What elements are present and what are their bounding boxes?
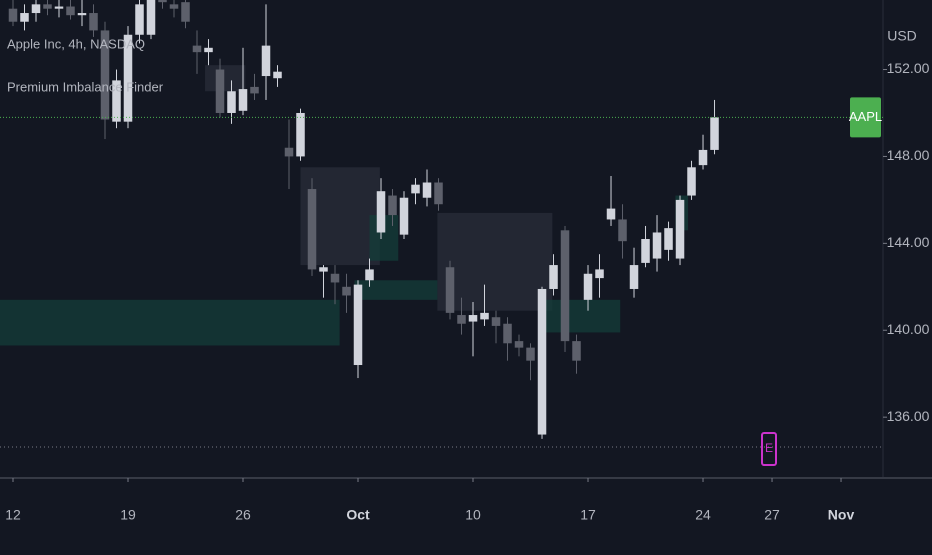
candle-body xyxy=(422,182,432,198)
candle-body xyxy=(595,269,604,279)
x-tick-label: 10 xyxy=(465,507,481,523)
candle-body xyxy=(629,265,639,289)
imbalance-zone xyxy=(205,65,246,92)
x-tick-label: Oct xyxy=(346,507,370,523)
candle-body xyxy=(8,8,18,22)
candle-body xyxy=(583,273,593,300)
symbol-tag: AAPL xyxy=(849,109,882,124)
candle-body xyxy=(319,267,328,272)
x-tick-label: 26 xyxy=(235,507,251,523)
candle-body xyxy=(146,0,156,35)
earnings-label[interactable]: E xyxy=(765,441,773,455)
candle-body xyxy=(169,4,179,9)
imbalance-zone xyxy=(437,212,553,311)
y-tick-label: 144.00 xyxy=(887,234,930,250)
candle-body xyxy=(468,315,478,322)
indicator-name: Premium Imbalance Finder xyxy=(7,79,164,94)
candle-body xyxy=(238,89,248,111)
candle-body xyxy=(503,323,512,344)
candle-body xyxy=(204,47,213,53)
imbalance-zone xyxy=(0,299,340,346)
candle-body xyxy=(66,6,75,16)
candle-body xyxy=(307,189,317,270)
candle-body xyxy=(365,269,374,281)
candle-body xyxy=(181,2,190,22)
candle-body xyxy=(330,273,340,283)
earnings-icon[interactable] xyxy=(761,432,777,466)
candle-body xyxy=(549,265,558,289)
candle-body xyxy=(698,149,708,166)
candle-body xyxy=(560,230,570,342)
candle-body xyxy=(480,312,489,320)
candle-body xyxy=(537,288,547,435)
y-tick-label: 140.00 xyxy=(887,321,930,337)
candle-body xyxy=(158,0,167,3)
candle-body xyxy=(112,80,121,122)
candle-body xyxy=(31,4,41,14)
candle-body xyxy=(411,184,420,194)
candle-body xyxy=(457,315,466,324)
candle-body xyxy=(284,147,294,157)
x-tick-label: 12 xyxy=(5,507,21,523)
candle-body xyxy=(399,197,409,235)
imbalance-zone xyxy=(354,280,438,300)
candle-body xyxy=(445,267,455,313)
y-tick-label: 152.00 xyxy=(887,60,930,76)
candle-body xyxy=(710,117,719,150)
candle-body xyxy=(606,208,616,220)
candle-body xyxy=(388,195,397,216)
candle-body xyxy=(215,69,225,113)
candle-body xyxy=(54,6,64,9)
x-tick-label: 27 xyxy=(764,507,780,523)
candle-body xyxy=(514,341,524,348)
candle-body xyxy=(192,45,202,53)
candle-body xyxy=(342,286,351,296)
symbol-tag-bg xyxy=(850,97,881,138)
imbalance-zone xyxy=(539,299,621,333)
y-axis-label: USD xyxy=(887,28,917,44)
candle-body xyxy=(89,13,98,31)
candle-body xyxy=(652,232,662,259)
x-tick-label: Nov xyxy=(828,507,855,523)
y-tick-label: 136.00 xyxy=(887,408,930,424)
candle-body xyxy=(491,317,501,326)
candle-body xyxy=(250,86,259,94)
candle-body xyxy=(135,4,144,35)
candle-body xyxy=(296,112,305,157)
x-tick-label: 19 xyxy=(120,507,136,523)
candle-body xyxy=(20,13,29,22)
x-tick-label: 24 xyxy=(695,507,711,523)
candle-body xyxy=(664,228,673,250)
candle-body xyxy=(687,167,696,196)
candle-body xyxy=(353,284,363,366)
candle-body xyxy=(100,30,110,120)
candle-body xyxy=(675,199,685,259)
candle-body xyxy=(77,13,87,16)
x-tick-label: 17 xyxy=(580,507,596,523)
candle-body xyxy=(376,191,386,233)
candle-body xyxy=(572,341,581,361)
y-tick-label: 148.00 xyxy=(887,147,930,163)
candle-body xyxy=(227,91,236,113)
candle-body xyxy=(43,4,52,9)
candle-body xyxy=(261,45,271,77)
candle-body xyxy=(526,347,535,361)
candle-body xyxy=(123,34,133,122)
candle-body xyxy=(618,219,627,242)
candle-body xyxy=(434,182,443,205)
candle-body xyxy=(641,239,650,263)
candle-body xyxy=(273,71,282,79)
chart-title: Apple Inc, 4h, NASDAQ xyxy=(7,36,145,51)
